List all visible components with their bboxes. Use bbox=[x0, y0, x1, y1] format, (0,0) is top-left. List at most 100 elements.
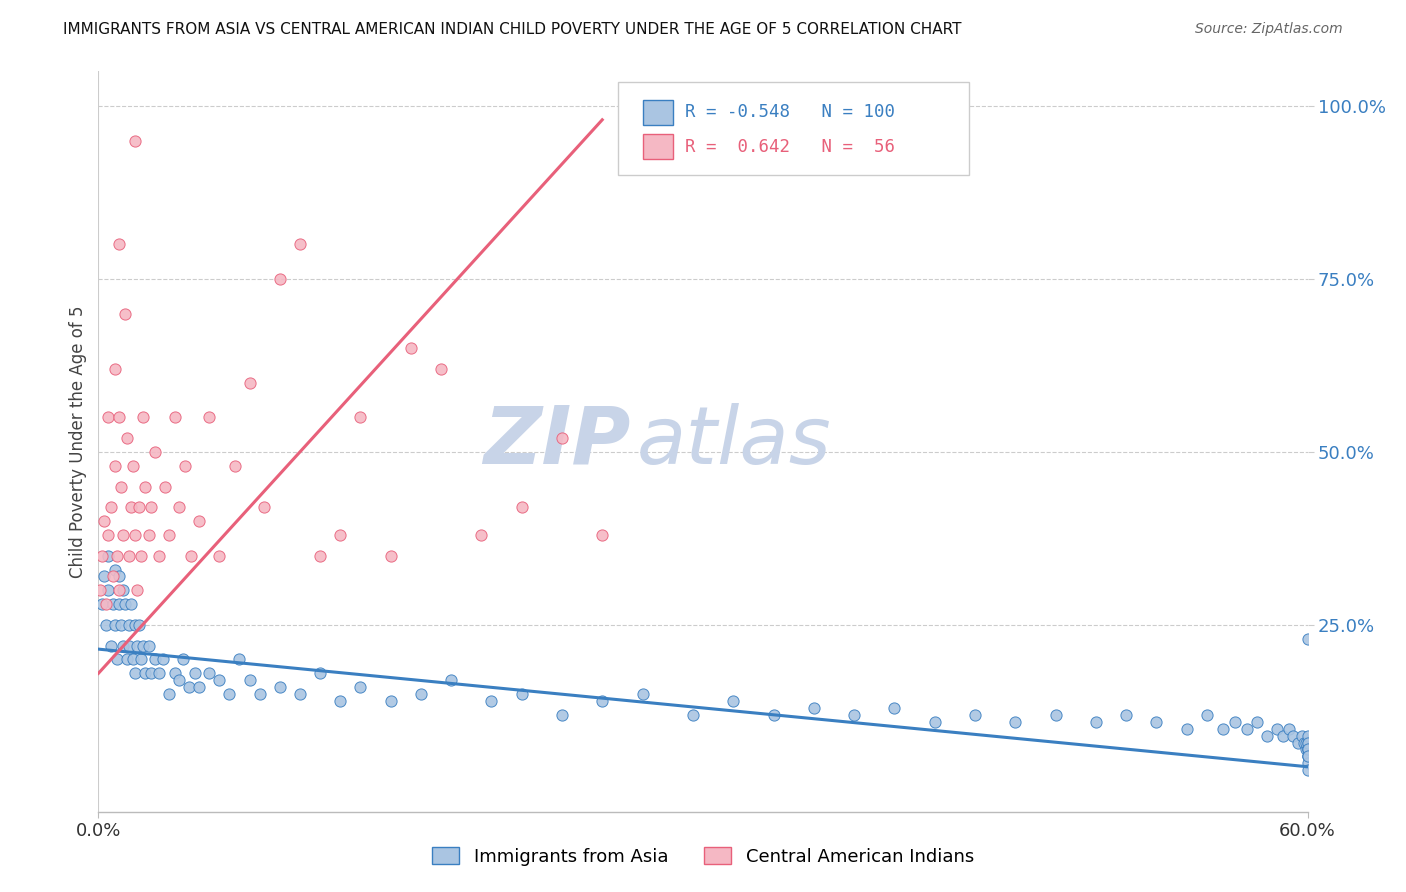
Text: atlas: atlas bbox=[637, 402, 831, 481]
Point bbox=[440, 673, 463, 688]
Point bbox=[120, 500, 142, 515]
Point bbox=[1286, 735, 1309, 749]
Point bbox=[100, 639, 122, 653]
Point bbox=[218, 687, 240, 701]
Text: ZIP: ZIP bbox=[484, 402, 630, 481]
Point bbox=[167, 500, 190, 515]
Point bbox=[1296, 742, 1319, 756]
Point bbox=[115, 652, 138, 666]
Point bbox=[121, 458, 143, 473]
Point bbox=[124, 528, 146, 542]
Point bbox=[208, 549, 231, 563]
Point bbox=[139, 666, 162, 681]
Point bbox=[591, 528, 613, 542]
Point bbox=[253, 500, 276, 515]
Point bbox=[172, 652, 194, 666]
Point bbox=[143, 445, 166, 459]
Point bbox=[96, 597, 118, 611]
Point bbox=[180, 549, 202, 563]
Point bbox=[188, 680, 211, 694]
Point bbox=[1045, 707, 1067, 722]
Point bbox=[208, 673, 231, 688]
Point bbox=[329, 528, 352, 542]
Point bbox=[591, 694, 613, 708]
Point bbox=[288, 687, 311, 701]
Point bbox=[101, 569, 124, 583]
Point bbox=[309, 666, 332, 681]
Point bbox=[1212, 722, 1234, 736]
Point bbox=[481, 694, 503, 708]
Point bbox=[103, 563, 125, 577]
Point bbox=[188, 514, 211, 528]
Point bbox=[138, 528, 160, 542]
Point bbox=[174, 458, 197, 473]
Point bbox=[288, 237, 311, 252]
Point bbox=[228, 652, 250, 666]
Point bbox=[430, 362, 453, 376]
Point bbox=[107, 569, 129, 583]
Bar bbox=[643, 135, 673, 159]
Point bbox=[139, 500, 162, 515]
Point bbox=[107, 237, 129, 252]
Point bbox=[1296, 632, 1319, 646]
Point bbox=[1295, 735, 1317, 749]
Point bbox=[409, 687, 432, 701]
Point bbox=[1296, 729, 1319, 743]
Point bbox=[163, 410, 186, 425]
Point bbox=[118, 639, 141, 653]
Point bbox=[124, 618, 146, 632]
Point bbox=[97, 583, 120, 598]
Point bbox=[1282, 729, 1305, 743]
Point bbox=[129, 652, 152, 666]
Point bbox=[1272, 729, 1295, 743]
Point bbox=[1223, 714, 1246, 729]
Point bbox=[1236, 722, 1258, 736]
Point bbox=[111, 583, 134, 598]
Point bbox=[631, 687, 654, 701]
Point bbox=[239, 376, 262, 390]
Point bbox=[510, 500, 533, 515]
Point bbox=[114, 597, 136, 611]
Point bbox=[111, 639, 134, 653]
Point bbox=[249, 687, 271, 701]
Point bbox=[89, 583, 111, 598]
Point bbox=[105, 652, 128, 666]
Point bbox=[111, 528, 134, 542]
Point bbox=[103, 618, 125, 632]
Point bbox=[148, 666, 170, 681]
Point bbox=[103, 362, 125, 376]
Point bbox=[803, 701, 825, 715]
Text: Source: ZipAtlas.com: Source: ZipAtlas.com bbox=[1195, 22, 1343, 37]
Point bbox=[157, 687, 180, 701]
Point bbox=[470, 528, 492, 542]
Point bbox=[167, 673, 190, 688]
Point bbox=[329, 694, 352, 708]
Point bbox=[1296, 763, 1319, 777]
Point bbox=[269, 272, 291, 286]
Point bbox=[1296, 749, 1319, 764]
Point bbox=[124, 134, 146, 148]
Point bbox=[148, 549, 170, 563]
Point bbox=[179, 680, 201, 694]
Point bbox=[399, 341, 422, 355]
Point bbox=[1004, 714, 1026, 729]
Point bbox=[1246, 714, 1268, 729]
Point bbox=[1267, 722, 1289, 736]
Point bbox=[91, 597, 114, 611]
Point bbox=[93, 514, 115, 528]
Point bbox=[138, 639, 160, 653]
Legend: Immigrants from Asia, Central American Indians: Immigrants from Asia, Central American I… bbox=[432, 847, 974, 865]
Point bbox=[239, 673, 262, 688]
Point bbox=[723, 694, 745, 708]
Point bbox=[269, 680, 291, 694]
Point bbox=[1292, 735, 1315, 749]
Point bbox=[224, 458, 246, 473]
Point bbox=[143, 652, 166, 666]
Point bbox=[118, 549, 141, 563]
Point bbox=[101, 597, 124, 611]
Point bbox=[134, 479, 156, 493]
Point bbox=[762, 707, 785, 722]
Point bbox=[1296, 756, 1319, 771]
Point bbox=[93, 569, 115, 583]
Point bbox=[1296, 749, 1319, 764]
